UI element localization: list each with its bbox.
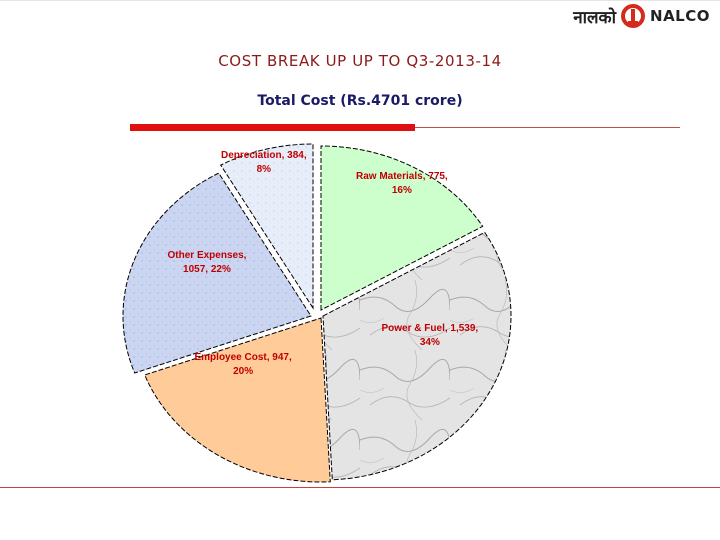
pie-label-value: 1057, 22% xyxy=(183,264,231,275)
pie-label-depreciation: Depreciation, 384, 8% xyxy=(221,149,307,177)
chart-subtitle: Total Cost (Rs.4701 crore) xyxy=(257,93,463,109)
nalco-emblem-icon xyxy=(621,4,646,28)
pie-slice-depreciation xyxy=(219,143,314,310)
pie-label-value: 20% xyxy=(233,366,254,377)
pie-label-power-fuel: Power & Fuel, 1,539, 34% xyxy=(382,322,479,350)
pie-slice-employee-cost xyxy=(144,317,331,483)
pie-label-raw-materials: Raw Materials, 775, 16% xyxy=(356,170,448,198)
pie-label-line: Raw Materials, 775, xyxy=(356,171,448,182)
slide-title: COST BREAK UP UP TO Q3-2013-14 xyxy=(0,52,720,70)
title-divider-bar xyxy=(130,124,415,131)
pie-label-line: Power & Fuel, 1,539, xyxy=(381,323,479,334)
pie-label-other-expenses: Other Expenses, 1057, 22% xyxy=(168,249,247,277)
logo-name-text: NALCO xyxy=(650,7,710,25)
pie-slice-raw-materials xyxy=(320,145,484,311)
pie-label-value: 8% xyxy=(256,164,272,175)
nalco-logo: नालको NALCO xyxy=(573,2,710,30)
bottom-border xyxy=(0,487,720,488)
pie-slice-other-expenses xyxy=(122,172,312,374)
pie-slice-power-fuel xyxy=(322,231,512,481)
pie-label-value: 34% xyxy=(419,337,440,348)
title-divider-line xyxy=(415,127,680,128)
pie-label-value: 16% xyxy=(391,185,412,196)
slide-title-text: COST BREAK UP UP TO Q3-2013-14 xyxy=(218,52,502,70)
pie-label-employee-cost: Employee Cost, 947, 20% xyxy=(195,351,292,379)
pie-label-line: Employee Cost, 947, xyxy=(194,352,292,363)
logo-hindi-text: नालको xyxy=(573,7,617,28)
top-border xyxy=(0,0,720,1)
pie-label-line: Depreciation, 384, xyxy=(221,150,307,161)
pie-label-line: Other Expenses, xyxy=(167,250,247,261)
